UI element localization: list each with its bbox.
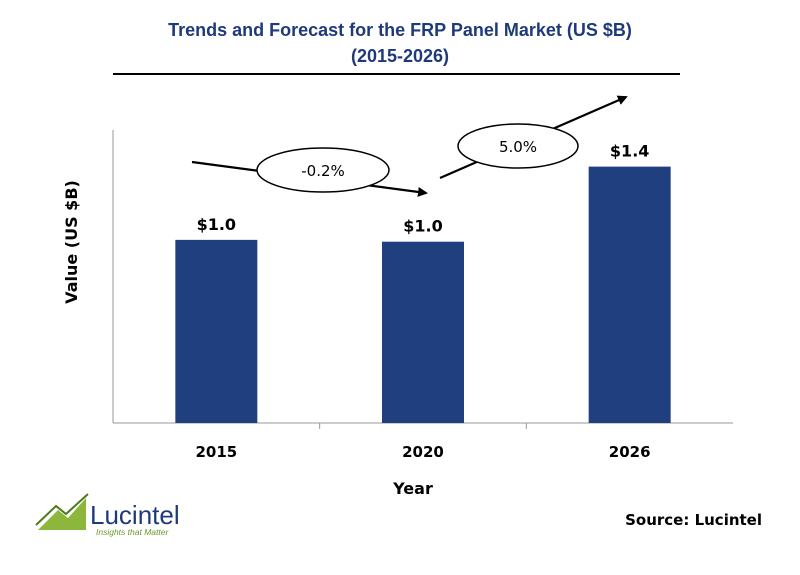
bar-2020	[382, 241, 464, 423]
logo-tagline: Insights that Matter	[96, 527, 169, 537]
data-label-2015: $1.0	[197, 215, 236, 234]
chart-title: Trends and Forecast for the FRP Panel Ma…	[168, 20, 632, 40]
cagr-label-2: 5.0%	[499, 138, 537, 156]
x-tick-2026: 2026	[609, 443, 651, 461]
chart-subtitle: (2015-2026)	[351, 46, 449, 66]
cagr-annotation-2: 5.0%	[439, 95, 628, 180]
logo-name: Lucintel	[90, 500, 180, 530]
bar-2015	[175, 239, 258, 423]
x-axis-title: Year	[392, 479, 433, 498]
x-tick-2020: 2020	[402, 443, 444, 461]
source-label: Source: Lucintel	[625, 511, 762, 529]
cagr-bubble-1	[256, 147, 390, 193]
cagr-bubble-2	[457, 123, 579, 169]
cagr-label-1: -0.2%	[301, 162, 345, 180]
data-label-2026: $1.4	[610, 142, 649, 161]
x-tick-2015: 2015	[195, 443, 237, 461]
bar-2026	[588, 166, 671, 423]
x-ticks: 2015 2020 2026	[195, 423, 651, 461]
lucintel-logo: Lucintel Insights that Matter	[35, 493, 180, 537]
bars	[175, 166, 671, 423]
bar-labels: $1.0 $1.0 $1.4	[197, 142, 650, 236]
cagr-annotation-1: -0.2%	[191, 147, 428, 197]
y-axis-title: Value (US $B)	[62, 180, 81, 304]
logo-chart-icon	[35, 493, 89, 530]
data-label-2020: $1.0	[403, 217, 442, 236]
